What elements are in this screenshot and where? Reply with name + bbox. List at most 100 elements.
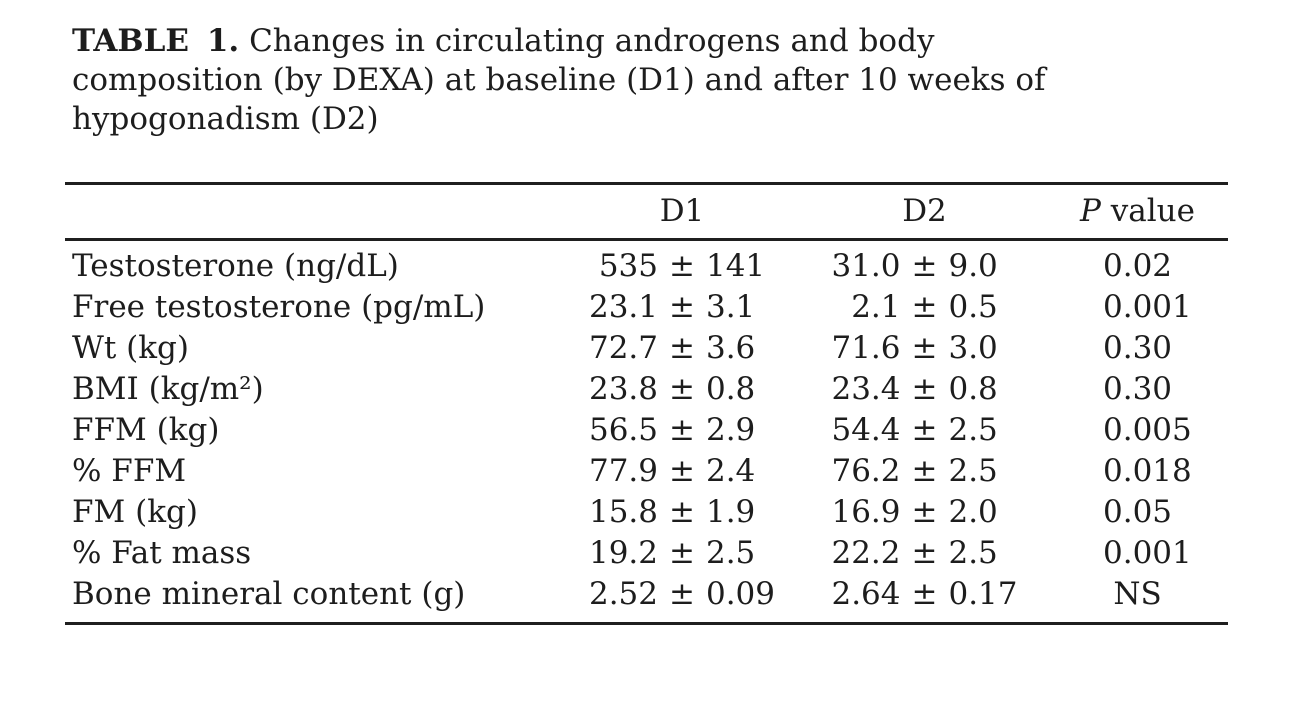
value-mean: 56.5 (588, 412, 658, 448)
d2-value: 22.2 ±2.5 (802, 533, 1047, 574)
value-sd: 0.8 (948, 371, 998, 407)
plus-minus-sign: ± (911, 494, 938, 530)
value-sd: 141 (705, 248, 766, 284)
value-mean: 77.9 (588, 453, 658, 489)
table-row: Free testosterone (pg/mL) 23.1 ±3.1 2.1 ±0.5… (65, 287, 1228, 328)
column-header-d1: D1 (659, 193, 705, 229)
row-label: Testosterone (ng/dL) (72, 248, 399, 284)
d1-value: 535 ±141 (562, 246, 802, 287)
value-sd: 3.1 (705, 289, 756, 325)
plus-minus-sign: ± (669, 371, 695, 407)
table-row: % FFM 77.9 ±2.4 76.2 ±2.5 0.018 (65, 451, 1228, 492)
plus-minus-sign: ± (669, 289, 695, 325)
value-sd: 2.5 (948, 453, 998, 489)
plus-minus-sign: ± (669, 494, 695, 530)
d1-value: 2.52 ±0.09 (562, 574, 802, 615)
table-caption-line1-text: Changes in circulating androgens and bod… (249, 23, 935, 59)
table-header-row: D1 D2 P value (65, 185, 1228, 241)
table-row: FFM (kg) 56.5 ±2.9 54.4 ±2.5 0.005 (65, 410, 1228, 451)
d2-value: 16.9 ±2.0 (802, 492, 1047, 533)
value-sd: 0.09 (705, 576, 776, 612)
value-sd: 1.9 (705, 494, 756, 530)
value-mean: 2.52 (588, 576, 658, 612)
table-row: Testosterone (ng/dL) 535 ±141 31.0 ±9.0 0.02 (65, 246, 1228, 287)
value-mean: 2.1 (851, 289, 901, 325)
plus-minus-sign: ± (911, 371, 938, 407)
plus-minus-sign: ± (911, 248, 938, 284)
d2-value: 23.4 ±0.8 (802, 369, 1047, 410)
plus-minus-sign: ± (669, 412, 695, 448)
table-caption-number: TABLE 1. (72, 23, 240, 59)
table-row: Wt (kg) 72.7 ±3.6 71.6 ±3.0 0.30 (65, 328, 1228, 369)
plus-minus-sign: ± (911, 576, 938, 612)
value-mean: 23.4 (831, 371, 901, 407)
row-label: BMI (kg/m²) (72, 371, 264, 407)
row-label: Wt (kg) (72, 330, 189, 366)
d2-value: 2.1 ±0.5 (802, 287, 1047, 328)
value-mean: 31.0 (831, 248, 901, 284)
p-value: 0.018 (1103, 453, 1192, 489)
plus-minus-sign: ± (911, 330, 938, 366)
d1-value: 23.1 ±3.1 (562, 287, 802, 328)
p-value: 0.001 (1103, 289, 1192, 325)
value-sd: 0.8 (705, 371, 756, 407)
d1-value: 72.7 ±3.6 (562, 328, 802, 369)
value-sd: 3.6 (705, 330, 756, 366)
value-mean: 23.8 (588, 371, 658, 407)
p-value: 0.30 (1103, 371, 1173, 407)
value-sd: 9.0 (948, 248, 998, 284)
d2-value: 76.2 ±2.5 (802, 451, 1047, 492)
value-sd: 2.5 (948, 535, 998, 571)
d1-value: 19.2 ±2.5 (562, 533, 802, 574)
value-sd: 2.0 (948, 494, 998, 530)
value-sd: 0.5 (948, 289, 998, 325)
table-row: BMI (kg/m²) 23.8 ±0.8 23.4 ±0.8 0.30 (65, 369, 1228, 410)
p-value: 0.001 (1103, 535, 1192, 571)
value-sd: 2.4 (705, 453, 756, 489)
p-value: 0.05 (1103, 494, 1173, 530)
value-mean: 76.2 (831, 453, 901, 489)
value-mean: 72.7 (588, 330, 658, 366)
plus-minus-sign: ± (669, 535, 695, 571)
value-sd: 3.0 (948, 330, 998, 366)
plus-minus-sign: ± (669, 453, 695, 489)
d2-value: 2.64 ±0.17 (802, 574, 1047, 615)
plus-minus-sign: ± (669, 248, 695, 284)
value-mean: 16.9 (831, 494, 901, 530)
table-row: FM (kg) 15.8 ±1.9 16.9 ±2.0 0.05 (65, 492, 1228, 533)
plus-minus-sign: ± (669, 330, 695, 366)
p-value: NS (1113, 576, 1162, 612)
column-header-d2: D2 (902, 193, 947, 229)
table-caption: TABLE 1. Changes in circulating androgen… (65, 22, 1228, 139)
column-header-pvalue: P value (1047, 185, 1228, 238)
table-caption-line3: hypogonadism (D2) (72, 101, 379, 137)
row-label: FFM (kg) (72, 412, 220, 448)
table-body: Testosterone (ng/dL) 535 ±141 31.0 ±9.0 0.02 F… (65, 241, 1228, 622)
d1-value: 56.5 ±2.9 (562, 410, 802, 451)
p-value-word: value (1110, 193, 1195, 229)
d2-value: 54.4 ±2.5 (802, 410, 1047, 451)
plus-minus-sign: ± (911, 289, 938, 325)
d2-value: 31.0 ±9.0 (802, 246, 1047, 287)
value-mean: 19.2 (588, 535, 658, 571)
p-value: 0.02 (1103, 248, 1173, 284)
plus-minus-sign: ± (911, 535, 938, 571)
table-row: % Fat mass 19.2 ±2.5 22.2 ±2.5 0.001 (65, 533, 1228, 574)
value-mean: 54.4 (831, 412, 901, 448)
data-table: D1 D2 P value Testosterone (ng/dL) 535 ±14… (65, 182, 1228, 625)
value-sd: 2.5 (705, 535, 756, 571)
value-mean: 71.6 (831, 330, 901, 366)
d1-value: 15.8 ±1.9 (562, 492, 802, 533)
row-label: % Fat mass (72, 535, 252, 571)
value-sd: 0.17 (948, 576, 1018, 612)
value-mean: 23.1 (588, 289, 658, 325)
value-sd: 2.9 (705, 412, 756, 448)
p-value-symbol: P (1080, 193, 1101, 229)
value-mean: 15.8 (588, 494, 658, 530)
value-mean: 22.2 (831, 535, 901, 571)
table-caption-line1: TABLE 1. Changes in circulating androgen… (72, 22, 1228, 61)
value-sd: 2.5 (948, 412, 998, 448)
table-caption-line2: composition (by DEXA) at baseline (D1) a… (72, 62, 1046, 98)
d2-value: 71.6 ±3.0 (802, 328, 1047, 369)
p-value: 0.005 (1103, 412, 1192, 448)
